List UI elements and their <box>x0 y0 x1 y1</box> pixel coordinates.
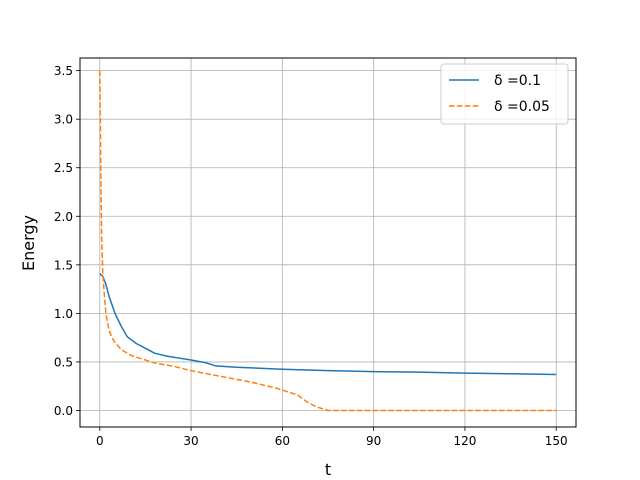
y-tick-label: 3.5 <box>54 64 73 78</box>
series-lines <box>99 70 557 412</box>
grid <box>80 58 576 427</box>
x-axis-label: t <box>325 460 331 479</box>
y-tick-label: 2.0 <box>54 210 73 224</box>
y-tick-label: 0.0 <box>54 404 73 418</box>
y-tick-label: 3.0 <box>54 113 73 127</box>
x-tick-label: 0 <box>96 434 104 448</box>
y-tick-label: 1.5 <box>54 258 73 272</box>
y-tick-label: 0.5 <box>54 355 73 369</box>
x-tick-label: 150 <box>545 434 568 448</box>
ticks: 0 30 60 90 120 150 0.0 0.5 1.0 1.5 2.0 2.5 3.0 3.5 <box>54 64 568 448</box>
plot-frame <box>79 57 577 428</box>
x-tick-label: 30 <box>183 434 198 448</box>
y-tick-label: 1.0 <box>54 307 73 321</box>
x-tick-label: 120 <box>453 434 476 448</box>
y-axis-label: Energy <box>19 215 38 271</box>
legend-box <box>440 63 569 125</box>
series-line-delta-0.05 <box>99 70 557 412</box>
legend-label-delta-0.05: δ =0.05 <box>494 99 550 115</box>
legend: δ =0.1 δ =0.05 <box>440 63 569 125</box>
series-line-delta-0.1 <box>99 273 557 376</box>
x-tick-label: 90 <box>366 434 381 448</box>
x-tick-label: 60 <box>275 434 290 448</box>
legend-label-delta-0.1: δ =0.1 <box>494 73 541 89</box>
y-tick-label: 2.5 <box>54 161 73 175</box>
